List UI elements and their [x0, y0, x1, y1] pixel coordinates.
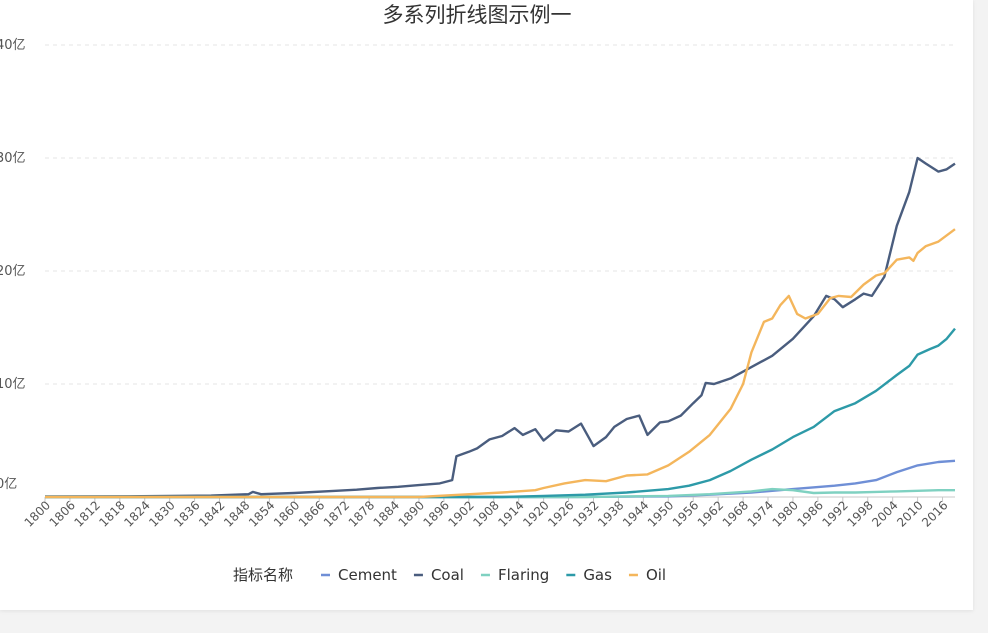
x-tick-label: 1884 — [371, 498, 402, 529]
x-tick-label: 1848 — [221, 498, 252, 529]
y-tick-label: 20亿 — [0, 264, 26, 279]
legend-label: Cement — [338, 566, 397, 584]
legend-label: Flaring — [498, 566, 549, 584]
legend-item-oil[interactable]: Oil — [628, 566, 666, 584]
y-tick-label: 40亿 — [0, 38, 26, 53]
y-tick-label: 10亿 — [0, 377, 26, 392]
x-tick-label: 1950 — [645, 498, 676, 529]
x-tick-label: 1974 — [745, 498, 776, 529]
x-tick-label: 1800 — [22, 498, 53, 529]
x-tick-label: 1944 — [620, 498, 651, 529]
legend-item-coal[interactable]: Coal — [413, 566, 464, 584]
grid-lines — [45, 44, 955, 385]
y-tick-label: 30亿 — [0, 151, 26, 166]
series-line-flaring — [45, 487, 955, 499]
x-tick-label: 1938 — [595, 498, 626, 529]
x-tick-label: 1986 — [794, 498, 825, 529]
x-tick-label: 2004 — [869, 498, 900, 529]
x-tick-label: 1998 — [844, 498, 875, 529]
legend-label: Oil — [646, 566, 666, 584]
x-tick-label: 1926 — [545, 498, 576, 529]
legend[interactable]: 指标名称 Cement Coal Flaring Gas Oil — [233, 566, 666, 584]
y-tick-label: 0亿 — [0, 477, 17, 492]
series-line-gas — [45, 327, 956, 499]
line-chart: 多系列折线图示例一 0亿 10亿 20亿 30亿 40亿 180018061812181… — [0, 3, 956, 584]
chart-title: 多系列折线图示例一 — [383, 3, 572, 27]
x-axis: 1800180618121818182418301836184218481854… — [22, 496, 955, 530]
legend-item-flaring[interactable]: Flaring — [480, 566, 549, 584]
x-tick-label: 1878 — [346, 498, 377, 529]
x-tick-label: 1818 — [96, 498, 127, 529]
x-tick-label: 1830 — [146, 498, 177, 529]
x-tick-label: 1902 — [445, 498, 476, 529]
x-tick-label: 1866 — [296, 498, 327, 529]
x-tick-label: 1824 — [121, 498, 152, 529]
legend-label: Gas — [583, 566, 612, 584]
legend-label: Coal — [431, 566, 464, 584]
x-tick-label: 1962 — [695, 498, 726, 529]
legend-title: 指标名称 — [233, 566, 293, 584]
x-tick-label: 1860 — [271, 498, 302, 529]
x-tick-label: 1908 — [470, 498, 501, 529]
x-tick-label: 1890 — [396, 498, 427, 529]
x-tick-label: 1920 — [520, 498, 551, 529]
series-lines — [44, 156, 956, 499]
x-tick-label: 2010 — [894, 498, 925, 529]
legend-item-gas[interactable]: Gas — [566, 566, 612, 584]
chart-card: 多系列折线图示例一 0亿 10亿 20亿 30亿 40亿 1800 1806 1812 181… — [0, 0, 973, 610]
legend-item-cement[interactable]: Cement — [321, 566, 397, 584]
x-tick-label: 1842 — [196, 498, 227, 529]
series-line-oil — [45, 228, 956, 499]
series-line-coal — [44, 156, 956, 498]
x-tick-label: 1836 — [171, 498, 202, 529]
x-tick-label: 1956 — [670, 498, 701, 529]
x-tick-label: 1968 — [720, 498, 751, 529]
x-tick-label: 1914 — [495, 498, 526, 529]
x-tick-label: 1992 — [819, 498, 850, 529]
x-tick-label: 1932 — [570, 498, 601, 529]
x-tick-label: 1854 — [246, 498, 277, 529]
x-tick-label: 2016 — [919, 498, 950, 529]
x-tick-label: 1980 — [770, 498, 801, 529]
x-tick-label: 1872 — [321, 498, 352, 529]
y-axis: 0亿 10亿 20亿 30亿 40亿 — [0, 38, 26, 492]
x-tick-label: 1806 — [47, 498, 78, 529]
x-tick-label: 1896 — [421, 498, 452, 529]
x-tick-label: 1812 — [71, 498, 102, 529]
